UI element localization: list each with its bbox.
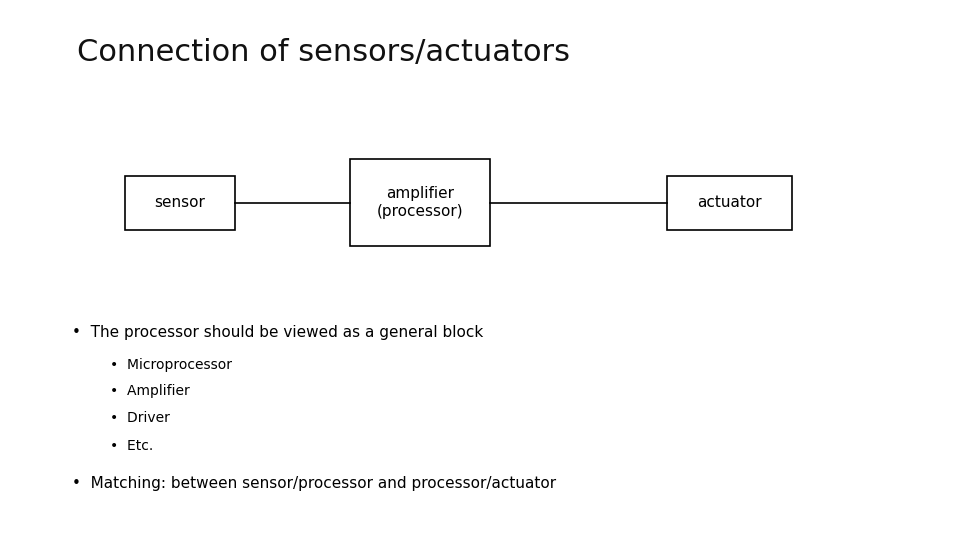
Text: •  The processor should be viewed as a general block: • The processor should be viewed as a ge… [72,325,483,340]
Text: Connection of sensors/actuators: Connection of sensors/actuators [77,38,570,67]
FancyBboxPatch shape [667,176,792,230]
Text: sensor: sensor [155,195,205,210]
FancyBboxPatch shape [350,159,490,246]
Text: •  Driver: • Driver [110,411,170,426]
Text: amplifier
(processor): amplifier (processor) [376,186,464,219]
Text: actuator: actuator [697,195,762,210]
Text: •  Microprocessor: • Microprocessor [110,357,232,372]
Text: •  Matching: between sensor/processor and processor/actuator: • Matching: between sensor/processor and… [72,476,556,491]
Text: •  Amplifier: • Amplifier [110,384,190,399]
FancyBboxPatch shape [125,176,235,230]
Text: •  Etc.: • Etc. [110,438,154,453]
